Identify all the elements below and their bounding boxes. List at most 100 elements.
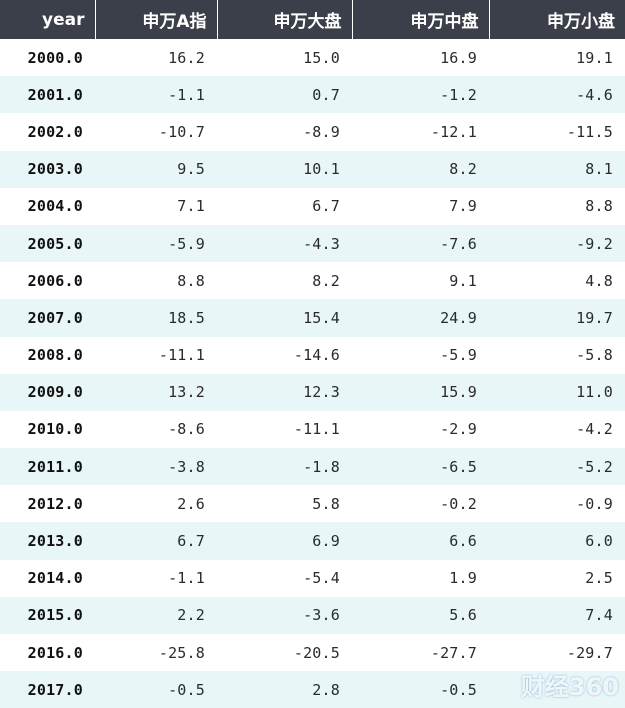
header-sw-large-cap: 申万大盘 [217,0,353,39]
cell-sw-small-cap: 19.7 [489,299,625,337]
cell-sw-small-cap: -29.7 [489,634,625,672]
cell-sw-large-cap: 10.1 [217,150,352,188]
cell-sw-large-cap: 15.4 [217,299,352,337]
table-row: 2014.0 -1.1 -5.4 1.9 2.5 [0,559,625,597]
table-row: 2017.0 -0.5 2.8 -0.5 [0,671,625,708]
cell-sw-large-cap: -20.5 [217,634,352,672]
cell-sw-small-cap: 8.1 [489,150,625,188]
cell-sw-large-cap: -8.9 [217,113,352,151]
cell-sw-a-index: 8.8 [95,262,217,300]
table-row: 2010.0 -8.6 -11.1 -2.9 -4.2 [0,410,625,449]
cell-year: 2017.0 [0,671,95,708]
cell-sw-a-index: 9.5 [95,150,217,188]
table-row: 2006.0 8.8 8.2 9.1 4.8 [0,262,625,300]
cell-year: 2001.0 [0,76,95,114]
table-row: 2011.0 -3.8 -1.8 -6.5 -5.2 [0,448,625,486]
cell-sw-small-cap: -9.2 [489,224,625,263]
table-row: 2001.0 -1.1 0.7 -1.2 -4.6 [0,76,625,114]
header-year: year [0,0,96,39]
cell-sw-a-index: 2.6 [95,485,217,523]
cell-sw-mid-cap: -27.7 [352,634,489,672]
cell-sw-small-cap: 11.0 [489,373,625,411]
cell-sw-a-index: 18.5 [95,299,217,337]
cell-sw-large-cap: -1.8 [217,448,352,486]
cell-year: 2004.0 [0,187,95,225]
cell-sw-large-cap: 12.3 [217,373,352,411]
cell-sw-a-index: -1.1 [95,76,217,114]
cell-year: 2014.0 [0,559,95,597]
cell-year: 2013.0 [0,522,95,560]
cell-sw-mid-cap: 7.9 [352,187,489,225]
table-row: 2016.0 -25.8 -20.5 -27.7 -29.7 [0,634,625,672]
cell-sw-a-index: 7.1 [95,187,217,225]
table-row: 2004.0 7.1 6.7 7.9 8.8 [0,187,625,225]
cell-sw-mid-cap: 5.6 [352,596,489,634]
cell-sw-mid-cap: 9.1 [352,262,489,300]
cell-year: 2000.0 [0,39,95,77]
cell-sw-small-cap: -0.9 [489,485,625,523]
table-header: year 申万A指 申万大盘 申万中盘 申万小盘 [0,0,625,39]
cell-sw-small-cap: -5.8 [489,336,625,374]
cell-sw-large-cap: 5.8 [217,485,352,523]
cell-sw-mid-cap: -0.5 [352,671,489,708]
cell-sw-a-index: 2.2 [95,596,217,634]
cell-sw-small-cap: -11.5 [489,113,625,151]
cell-sw-small-cap: -4.2 [489,410,625,449]
cell-sw-small-cap: 8.8 [489,187,625,225]
cell-sw-mid-cap: 8.2 [352,150,489,188]
table-row: 2008.0 -11.1 -14.6 -5.9 -5.8 [0,336,625,374]
cell-sw-small-cap: 6.0 [489,522,625,560]
cell-year: 2002.0 [0,113,95,151]
table-row: 2005.0 -5.9 -4.3 -7.6 -9.2 [0,224,625,263]
cell-sw-small-cap: 19.1 [489,39,625,77]
cell-sw-mid-cap: 24.9 [352,299,489,337]
table-row: 2012.0 2.6 5.8 -0.2 -0.9 [0,485,625,523]
table-row: 2009.0 13.2 12.3 15.9 11.0 [0,373,625,411]
table-row: 2007.0 18.5 15.4 24.9 19.7 [0,299,625,337]
cell-sw-mid-cap: -0.2 [352,485,489,523]
cell-sw-large-cap: 2.8 [217,671,352,708]
header-sw-small-cap: 申万小盘 [489,0,625,39]
cell-sw-mid-cap: -6.5 [352,448,489,486]
cell-sw-small-cap: 4.8 [489,262,625,300]
cell-sw-a-index: -0.5 [95,671,217,708]
cell-year: 2003.0 [0,150,95,188]
cell-sw-large-cap: 8.2 [217,262,352,300]
cell-sw-a-index: -11.1 [95,336,217,374]
cell-sw-a-index: 16.2 [95,39,217,77]
cell-sw-mid-cap: -2.9 [352,410,489,449]
table-row: 2003.0 9.5 10.1 8.2 8.1 [0,150,625,188]
cell-sw-small-cap: -5.2 [489,448,625,486]
cell-sw-large-cap: 6.7 [217,187,352,225]
cell-sw-large-cap: -14.6 [217,336,352,374]
cell-sw-mid-cap: 16.9 [352,39,489,77]
cell-year: 2008.0 [0,336,95,374]
table-body: 2000.0 16.2 15.0 16.9 19.1 2001.0 -1.1 0.7 -1.2-… [0,39,625,708]
cell-sw-mid-cap: -7.6 [352,224,489,263]
cell-year: 2015.0 [0,596,95,634]
cell-year: 2006.0 [0,262,95,300]
cell-sw-large-cap: -3.6 [217,596,352,634]
cell-year: 2010.0 [0,410,95,449]
header-sw-mid-cap: 申万中盘 [352,0,490,39]
cell-sw-mid-cap: 1.9 [352,559,489,597]
cell-year: 2007.0 [0,299,95,337]
cell-sw-mid-cap: -12.1 [352,113,489,151]
cell-sw-small-cap [489,671,625,708]
cell-sw-large-cap: -5.4 [217,559,352,597]
cell-year: 2016.0 [0,634,95,672]
cell-sw-a-index: 6.7 [95,522,217,560]
cell-sw-mid-cap: 15.9 [352,373,489,411]
header-sw-a-index: 申万A指 [95,0,218,39]
cell-sw-a-index: -5.9 [95,224,217,263]
cell-sw-mid-cap: 6.6 [352,522,489,560]
cell-sw-large-cap: -4.3 [217,224,352,263]
cell-year: 2009.0 [0,373,95,411]
table-row: 2013.0 6.7 6.9 6.6 6.0 [0,522,625,560]
header-row: year 申万A指 申万大盘 申万中盘 申万小盘 [0,0,625,39]
cell-sw-a-index: -8.6 [95,410,217,449]
cell-sw-large-cap: 6.9 [217,522,352,560]
cell-sw-a-index: -25.8 [95,634,217,672]
table-row: 2000.0 16.2 15.0 16.9 19.1 [0,39,625,77]
